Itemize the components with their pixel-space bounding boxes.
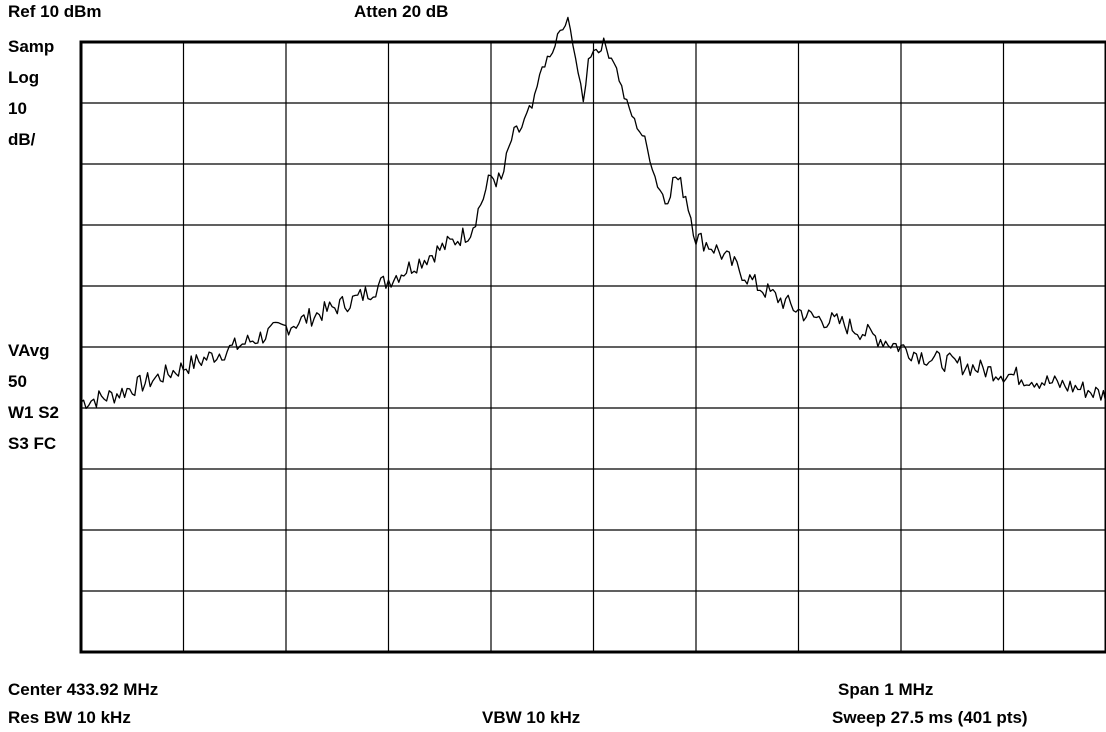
attenuation-label: Atten 20 dB	[354, 2, 449, 21]
detector-label: Samp	[8, 37, 55, 56]
avg-count-label: 50	[8, 372, 27, 391]
spectrum-trace	[80, 16, 1106, 410]
center-frequency-label: Center 433.92 MHz	[8, 680, 159, 699]
scale-value-label: 10	[8, 99, 27, 118]
ref-level-label: Ref 10 dBm	[8, 2, 102, 21]
averaging-label: VAvg	[8, 341, 50, 360]
markers-line-2-label: S3 FC	[8, 434, 57, 453]
plot-grid	[81, 42, 1106, 652]
scale-type-label: Log	[8, 68, 40, 87]
markers-line-1-label: W1 S2	[8, 403, 60, 422]
sweep-label: Sweep 27.5 ms (401 pts)	[832, 708, 1028, 727]
scale-unit-label: dB/	[8, 130, 36, 149]
vbw-label: VBW 10 kHz	[482, 708, 581, 727]
res-bw-label: Res BW 10 kHz	[8, 708, 131, 727]
plot-frame	[79, 40, 1106, 654]
span-label: Span 1 MHz	[838, 680, 934, 699]
